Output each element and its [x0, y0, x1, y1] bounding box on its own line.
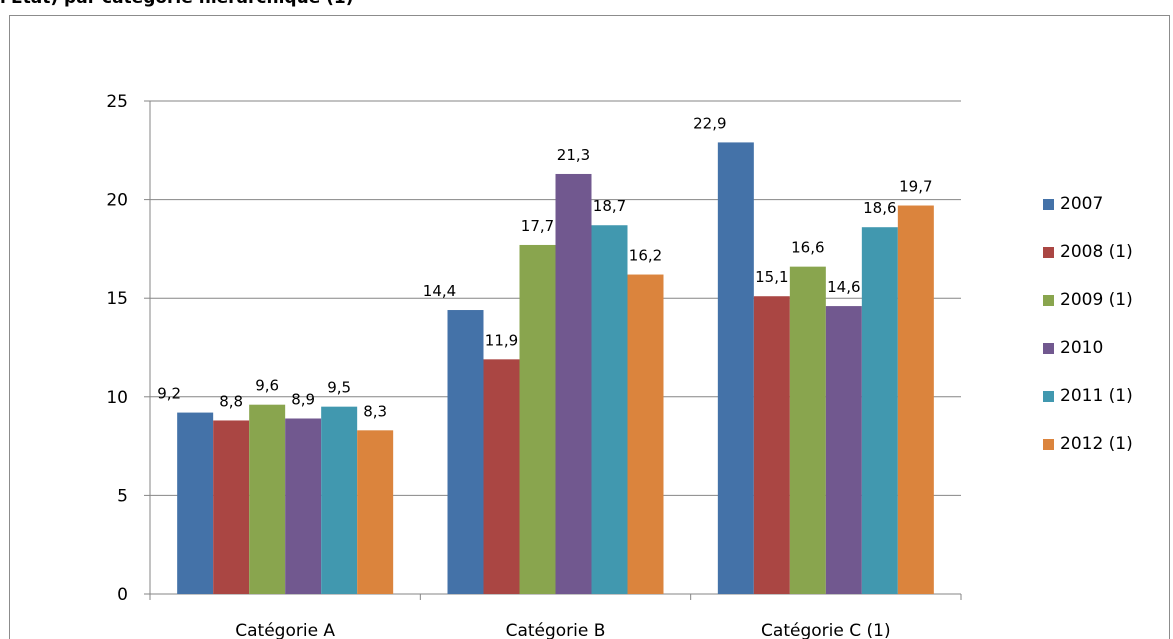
y-tick-label: 25	[106, 92, 128, 112]
legend-item: 2012 (1)	[1043, 432, 1133, 456]
bar	[627, 274, 664, 594]
bar	[519, 244, 556, 594]
bar	[213, 420, 250, 594]
data-label: 9,5	[327, 379, 351, 397]
bar	[789, 266, 826, 594]
bar	[321, 406, 358, 594]
bar	[447, 310, 484, 594]
y-tick-label: 15	[106, 289, 128, 309]
bar	[483, 359, 520, 594]
bar	[591, 225, 628, 594]
data-label: 8,3	[363, 402, 387, 420]
legend-label: 2009 (1)	[1060, 290, 1133, 310]
legend-label: 2011 (1)	[1060, 386, 1133, 406]
data-label: 11,9	[485, 331, 518, 349]
bar	[357, 430, 394, 594]
y-tick-label: 10	[106, 388, 128, 408]
y-tick-label: 20	[106, 191, 128, 211]
x-category-label: Catégorie B	[506, 621, 606, 639]
legend-swatch	[1043, 198, 1054, 210]
bar	[825, 306, 862, 594]
data-label: 18,7	[593, 197, 626, 215]
x-category-label: Catégorie A	[235, 621, 335, 639]
bar	[897, 205, 934, 595]
legend-label: 2010	[1060, 338, 1104, 358]
bar	[753, 296, 790, 594]
legend-label: 2008 (1)	[1060, 242, 1133, 262]
data-label: 16,6	[791, 239, 824, 257]
bar	[555, 173, 592, 595]
data-label: 17,7	[521, 217, 554, 235]
data-label: 22,9	[693, 114, 726, 132]
legend-swatch	[1043, 294, 1054, 306]
data-label: 16,2	[629, 247, 662, 265]
x-category-label: Catégorie C (1)	[761, 621, 891, 639]
y-tick-label: 0	[117, 585, 128, 605]
bar	[285, 418, 322, 594]
bar	[717, 142, 754, 595]
legend-item: 2007	[1043, 192, 1103, 216]
data-label: 18,6	[863, 199, 896, 217]
legend-swatch	[1043, 342, 1054, 354]
legend-label: 2007	[1060, 194, 1104, 214]
data-label: 15,1	[755, 268, 788, 286]
bar	[249, 404, 286, 594]
bar	[177, 412, 214, 594]
legend-item: 2008 (1)	[1043, 240, 1133, 264]
legend-swatch	[1043, 246, 1054, 258]
page-title: l'Etat) par catégorie hiérarchique (1)	[0, 0, 354, 8]
legend-swatch	[1043, 438, 1054, 450]
legend-item: 2010	[1043, 336, 1103, 360]
legend-swatch	[1043, 390, 1054, 402]
data-label: 21,3	[557, 146, 590, 164]
legend-item: 2009 (1)	[1043, 288, 1133, 312]
data-label: 19,7	[899, 178, 932, 196]
data-label: 14,4	[423, 282, 456, 300]
data-label: 9,2	[157, 385, 181, 403]
bar	[861, 227, 898, 594]
legend-label: 2012 (1)	[1060, 434, 1133, 454]
data-label: 8,8	[219, 392, 243, 410]
data-label: 14,6	[827, 278, 860, 296]
data-label: 9,6	[255, 377, 279, 395]
legend-item: 2011 (1)	[1043, 384, 1133, 408]
y-tick-label: 5	[117, 486, 128, 506]
data-label: 8,9	[291, 390, 315, 408]
